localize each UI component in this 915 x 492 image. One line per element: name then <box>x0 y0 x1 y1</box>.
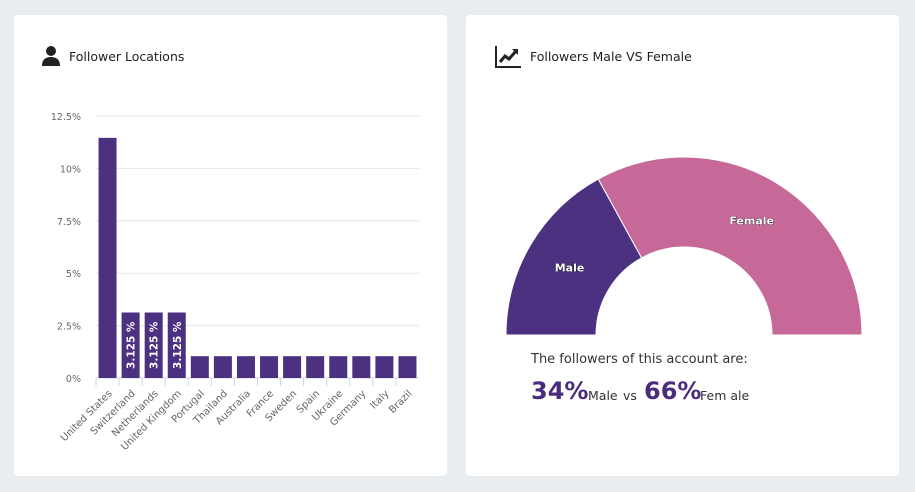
data-label: 3.125 % <box>172 321 184 369</box>
card-title: Followers Male VS Female <box>530 49 692 64</box>
bar[interactable] <box>329 356 348 378</box>
bar[interactable] <box>190 356 209 378</box>
bar[interactable] <box>213 356 232 378</box>
bar[interactable] <box>236 356 255 378</box>
x-tick-label: Brazil <box>387 388 415 416</box>
gender-pie-chart: Male Female <box>505 156 863 336</box>
female-percent: 66% <box>644 377 702 405</box>
bar[interactable] <box>352 356 371 378</box>
bar[interactable] <box>98 137 117 378</box>
line-chart-icon <box>495 46 521 68</box>
bar[interactable] <box>306 356 325 378</box>
data-label: 3.125 % <box>126 321 138 369</box>
y-tick-label: 10% <box>60 164 81 175</box>
y-tick-label: 5% <box>66 269 81 280</box>
bar[interactable] <box>260 356 279 378</box>
slice-female[interactable] <box>597 156 863 336</box>
bar[interactable] <box>283 356 302 378</box>
male-label: Male <box>588 388 618 403</box>
follower-locations-card: Follower Locations 0% 2.5% 5% 7.5% 10% 12.5% U… <box>14 15 447 476</box>
y-tick-label: 7.5% <box>57 217 81 228</box>
y-tick-label: 2.5% <box>57 322 81 333</box>
y-tick-label: 12.5% <box>51 112 81 123</box>
slice-label: Male <box>555 261 585 274</box>
male-percent: 34% <box>531 377 589 405</box>
gender-card: Followers Male VS Female Male Female The … <box>466 15 899 476</box>
bar[interactable] <box>375 356 394 378</box>
slice-label: Female <box>729 215 774 228</box>
bar[interactable] <box>144 312 163 379</box>
card-title: Follower Locations <box>69 49 185 64</box>
bar[interactable] <box>167 312 186 379</box>
summary-text: The followers of this account are: <box>531 352 748 367</box>
vs-label: vs <box>623 388 637 403</box>
user-icon <box>42 46 60 66</box>
bar[interactable] <box>398 356 417 378</box>
female-label: Fem ale <box>700 388 750 403</box>
y-tick-label: 0% <box>66 374 81 385</box>
data-label: 3.125 % <box>149 321 161 369</box>
bar[interactable] <box>121 312 140 379</box>
slice-male[interactable] <box>505 178 643 336</box>
